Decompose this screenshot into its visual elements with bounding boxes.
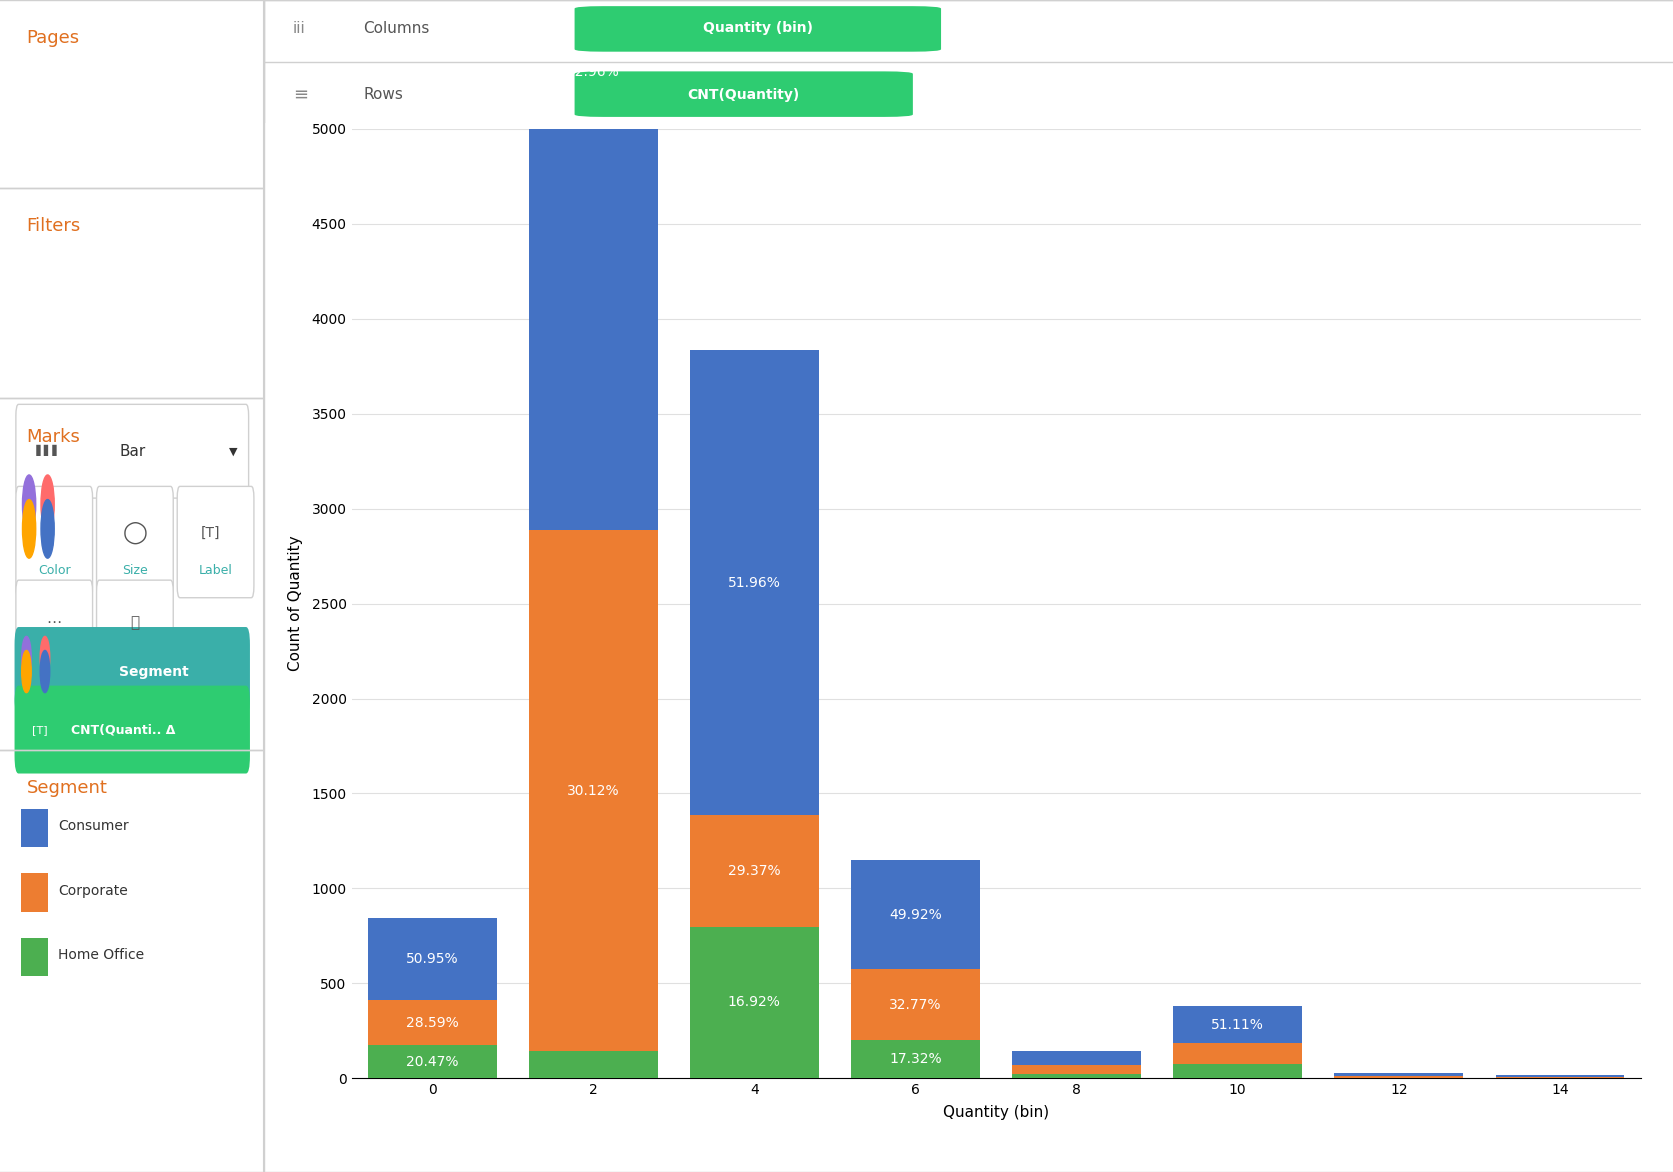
Bar (1012, 1075, 1141, 1078)
Text: CNT(Quanti.. Δ: CNT(Quanti.. Δ (72, 723, 176, 737)
Bar (1173, 1064, 1302, 1078)
Text: Tooltip: Tooltip (114, 657, 156, 670)
Bar (529, 1051, 657, 1078)
Text: Bar: Bar (119, 444, 146, 458)
Text: Segment: Segment (27, 779, 107, 797)
FancyBboxPatch shape (22, 938, 47, 976)
FancyBboxPatch shape (97, 486, 172, 598)
Text: Segment: Segment (119, 665, 189, 679)
Text: 28.59%: 28.59% (405, 1015, 458, 1029)
FancyBboxPatch shape (15, 404, 249, 498)
Bar (850, 1041, 979, 1078)
Bar (850, 860, 979, 969)
FancyBboxPatch shape (15, 627, 249, 715)
Text: 16.92%: 16.92% (728, 995, 780, 1009)
Y-axis label: Count of Quantity: Count of Quantity (288, 536, 303, 672)
Text: Size: Size (122, 564, 147, 577)
Circle shape (40, 499, 54, 558)
Bar (689, 927, 818, 1078)
Bar (529, 0, 657, 530)
Circle shape (40, 475, 54, 533)
Bar (689, 816, 818, 927)
Text: [T]: [T] (201, 526, 219, 540)
Text: ⋯: ⋯ (47, 615, 62, 631)
Text: Color: Color (38, 564, 70, 577)
Text: 29.37%: 29.37% (728, 864, 780, 878)
Text: Quantity (bin): Quantity (bin) (703, 21, 813, 35)
Text: Rows: Rows (363, 87, 403, 102)
Bar (1333, 1074, 1462, 1076)
Text: 20.47%: 20.47% (405, 1055, 458, 1069)
Text: 💬: 💬 (130, 615, 139, 631)
Text: Label: Label (199, 564, 233, 577)
Bar (529, 530, 657, 1051)
Bar (689, 349, 818, 816)
Text: ▐▐▐: ▐▐▐ (32, 444, 57, 456)
Bar (850, 969, 979, 1041)
FancyBboxPatch shape (177, 486, 254, 598)
Text: 17.32%: 17.32% (888, 1052, 942, 1067)
Text: CNT(Quantity): CNT(Quantity) (688, 88, 800, 102)
Text: [T]: [T] (32, 725, 47, 735)
FancyBboxPatch shape (15, 580, 92, 691)
Text: Corporate: Corporate (59, 884, 127, 898)
Circle shape (22, 650, 32, 693)
Text: Consumer: Consumer (59, 819, 129, 833)
Circle shape (22, 499, 35, 558)
Bar (368, 918, 497, 1000)
FancyBboxPatch shape (574, 71, 912, 117)
FancyBboxPatch shape (15, 686, 249, 774)
FancyBboxPatch shape (15, 486, 92, 598)
Text: Columns: Columns (363, 21, 430, 36)
Text: Home Office: Home Office (59, 948, 144, 962)
Bar (1494, 1076, 1623, 1077)
Text: 49.92%: 49.92% (888, 907, 942, 921)
Text: 32.77%: 32.77% (888, 997, 942, 1011)
Text: ▼: ▼ (229, 447, 238, 456)
Text: Marks: Marks (27, 428, 80, 445)
Text: Pages: Pages (27, 29, 80, 47)
Text: ◯: ◯ (122, 522, 147, 545)
Circle shape (40, 636, 50, 679)
Circle shape (40, 650, 50, 693)
Text: Detail: Detail (35, 657, 72, 670)
Bar (368, 1000, 497, 1045)
X-axis label: Quantity (bin): Quantity (bin) (942, 1105, 1049, 1120)
Text: 51.11%: 51.11% (1211, 1017, 1263, 1031)
Bar (1173, 1006, 1302, 1043)
Bar (368, 1045, 497, 1078)
Circle shape (22, 475, 35, 533)
Text: 30.12%: 30.12% (567, 784, 619, 797)
Bar (1012, 1065, 1141, 1075)
FancyBboxPatch shape (574, 6, 940, 52)
Text: 52.96%: 52.96% (567, 66, 619, 80)
Circle shape (22, 636, 32, 679)
Bar (1173, 1043, 1302, 1064)
FancyBboxPatch shape (22, 809, 47, 847)
Text: Filters: Filters (27, 217, 80, 234)
Bar (1333, 1076, 1462, 1078)
Text: 50.95%: 50.95% (405, 952, 458, 966)
FancyBboxPatch shape (22, 873, 47, 912)
Text: 51.96%: 51.96% (728, 575, 780, 590)
Text: ≡: ≡ (293, 86, 308, 104)
FancyBboxPatch shape (97, 580, 172, 691)
Bar (1012, 1051, 1141, 1065)
Text: iii: iii (293, 21, 304, 36)
